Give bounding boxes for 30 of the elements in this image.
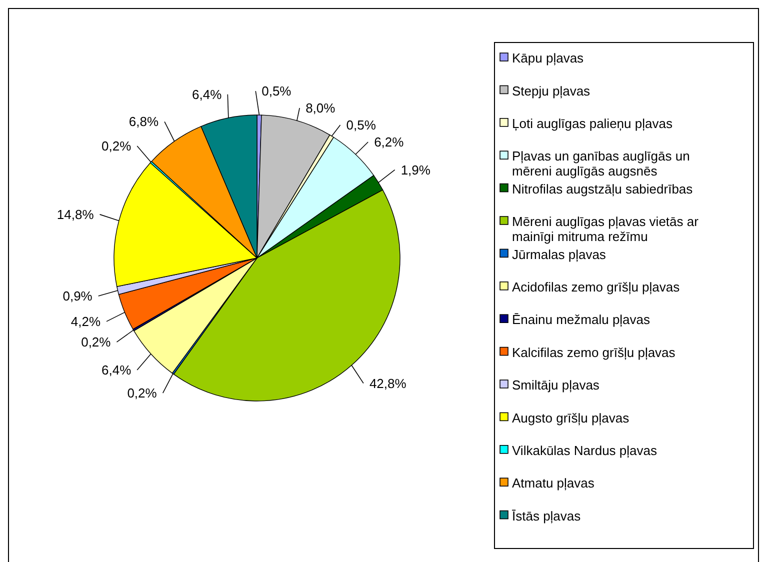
data-label: 0,2% <box>101 138 132 154</box>
data-label: 0,2% <box>127 386 158 401</box>
data-label: 6,8% <box>128 114 159 130</box>
data-label: 1,9% <box>400 162 431 178</box>
legend-label: Smiltāju pļavas <box>512 378 600 393</box>
data-label: 6,4% <box>101 362 132 378</box>
data-label: 0,2% <box>81 334 112 350</box>
data-label: 6,4% <box>192 86 222 102</box>
legend-label: Atmatu pļavas <box>512 476 595 491</box>
data-label: 14,8% <box>56 206 94 222</box>
data-label: 42,8% <box>369 376 407 391</box>
data-label: 0,9% <box>62 288 93 304</box>
legend-label: Mēreni auglīgas pļavas vietās ar mainīgi mitruma režīmu <box>512 214 700 244</box>
legend-label: Jūrmalas pļavas <box>512 246 606 262</box>
legend-label: Īstās pļavas <box>512 508 582 524</box>
legend-label: Pļavas un ganības auglīgās un mēreni auglīgās augsnēs <box>512 148 690 179</box>
data-label: 0,5% <box>346 118 376 133</box>
legend-label: Ēnainu mežmalu pļavas <box>512 312 651 328</box>
legend-label: Vilkakūlas Nardus pļavas <box>512 442 658 458</box>
legend-label: Stepju pļavas <box>512 83 591 98</box>
legend-label: Augsto grīšļu pļavas <box>512 410 630 426</box>
legend-label: Kalcifilas zemo grīšļu pļavas <box>512 344 676 360</box>
legend-label: Acidofilas zemo grīšļu pļavas <box>512 279 680 294</box>
data-label: 8,0% <box>306 100 336 116</box>
data-label: 4,2% <box>70 314 101 329</box>
data-label: 0,5% <box>262 84 292 99</box>
legend-label: Kāpu pļavas <box>512 50 584 66</box>
data-label: 6,2% <box>374 134 404 150</box>
legend-label: Ļoti auglīgas palieņu pļavas <box>512 116 673 131</box>
legend-label: Nitrofilas augstzāļu sabiedrības <box>512 181 694 196</box>
